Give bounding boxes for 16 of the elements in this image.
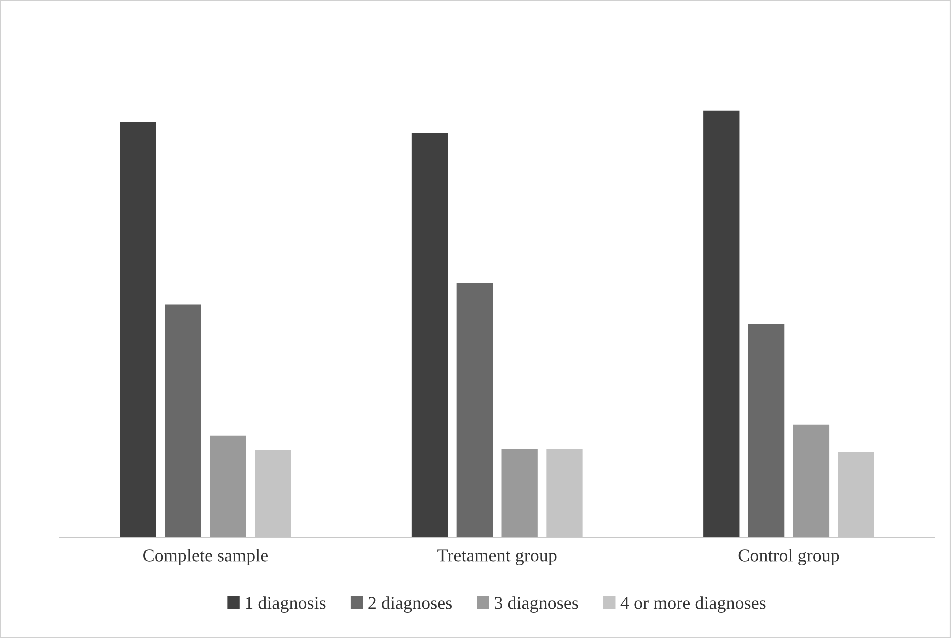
legend-label: 4 or more diagnoses [620, 596, 766, 614]
x-tick-label: Control group [738, 549, 840, 566]
bar [120, 122, 156, 538]
bar [412, 133, 448, 538]
bar [210, 436, 246, 538]
bar [165, 304, 202, 538]
bar [793, 424, 830, 538]
legend-label: 3 diagnoses [495, 596, 578, 614]
legend-label: 1 diagnosis [246, 596, 326, 614]
x-tick-label: Tretament group [438, 550, 557, 566]
bar [748, 324, 785, 538]
x-tick-label: Complete sample [144, 549, 268, 566]
bar [502, 449, 538, 538]
bar [456, 283, 493, 538]
bar [704, 110, 740, 538]
legend-label: 2 diagnoses [368, 596, 452, 614]
